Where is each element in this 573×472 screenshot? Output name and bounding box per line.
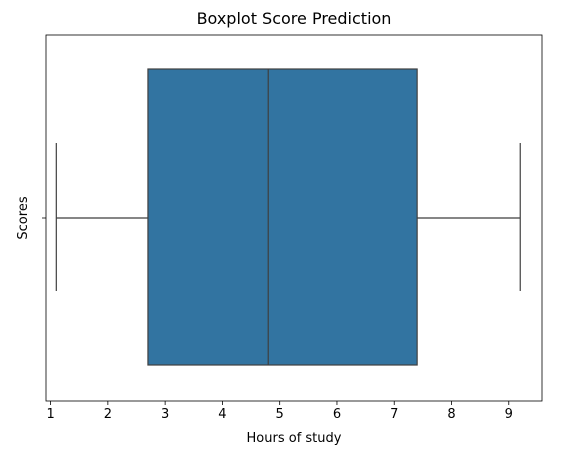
- x-tick-label: 2: [104, 407, 112, 422]
- x-ticks: 1 2 3 4 5 6 7 8 9: [46, 401, 513, 422]
- x-tick-label: 5: [276, 407, 284, 422]
- x-tick-label: 6: [333, 407, 341, 422]
- chart-title: Boxplot Score Prediction: [197, 9, 392, 28]
- x-tick-label: 4: [218, 407, 226, 422]
- x-axis-label: Hours of study: [247, 431, 342, 446]
- x-tick-label: 9: [505, 407, 513, 422]
- box-group: [55, 68, 521, 366]
- x-tick-label: 8: [447, 407, 455, 422]
- x-tick-label: 1: [46, 407, 54, 422]
- x-tick-label: 7: [390, 407, 398, 422]
- iqr-box: [147, 68, 418, 366]
- y-axis-label: Scores: [16, 196, 31, 239]
- x-tick-label: 3: [161, 407, 169, 422]
